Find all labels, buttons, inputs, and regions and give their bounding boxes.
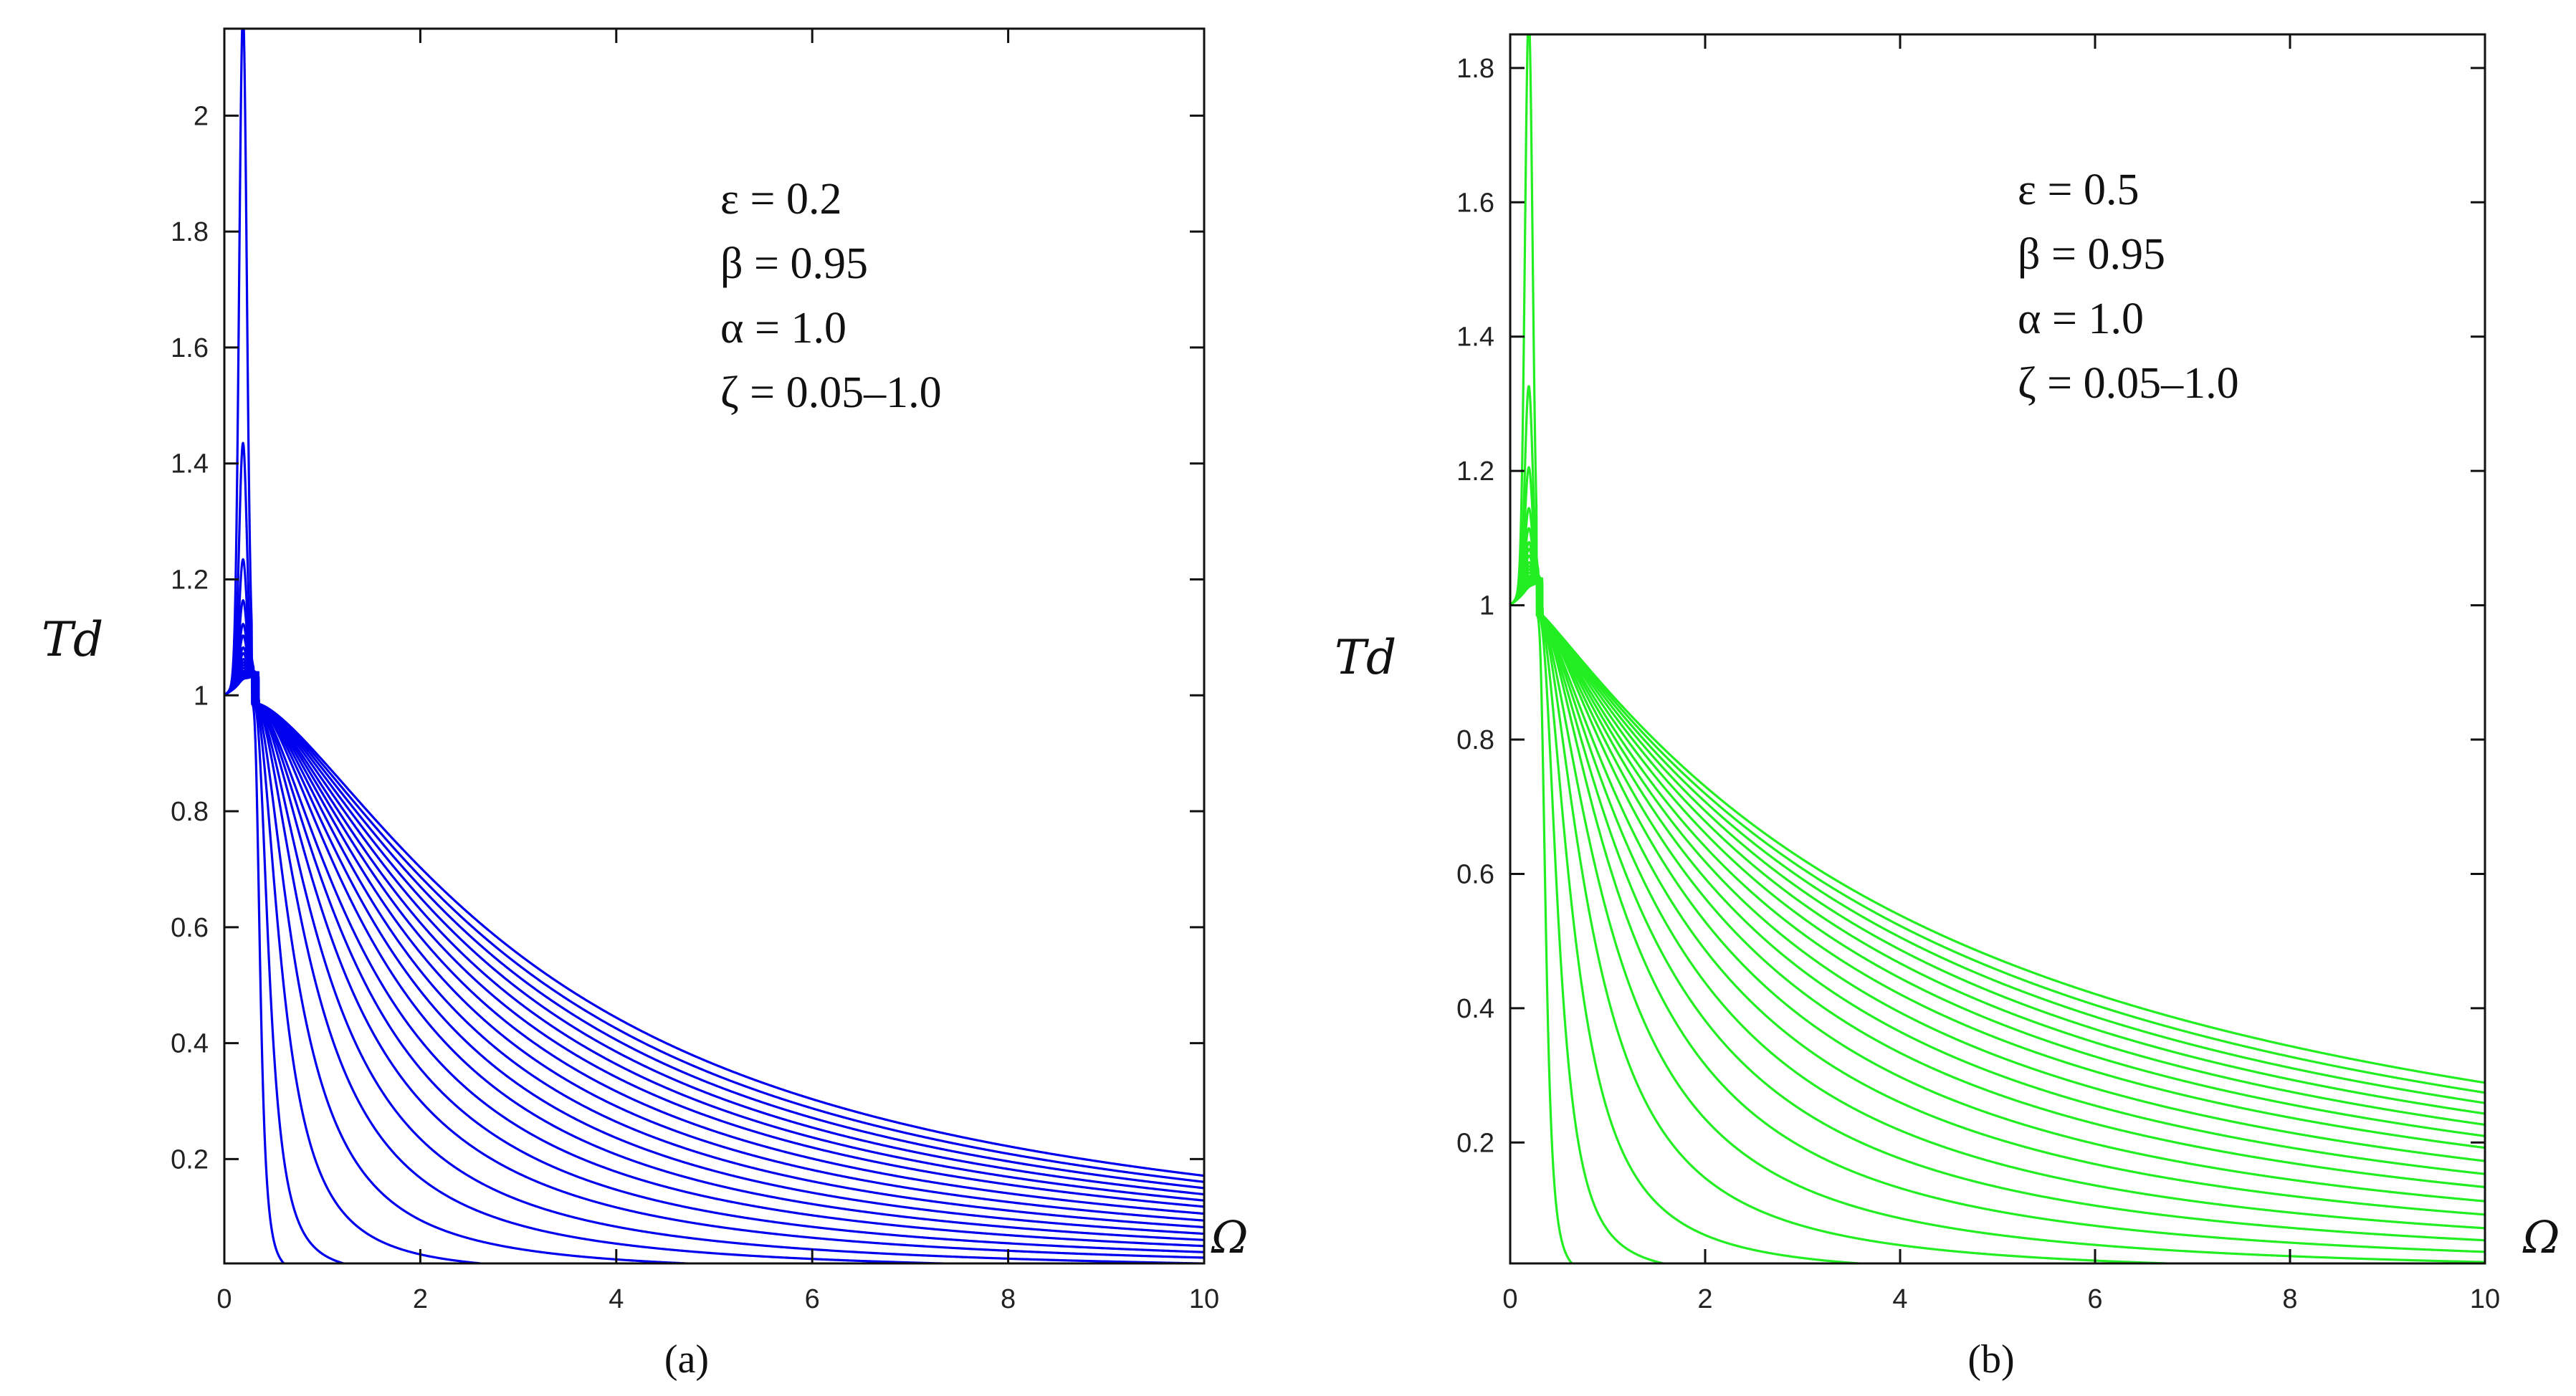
panel-b-ytick-label: 0.2 bbox=[1456, 1128, 1494, 1158]
panel-a-ytick-label: 1.2 bbox=[171, 565, 209, 595]
panel-b-xtick-label: 10 bbox=[2470, 1284, 2500, 1314]
panel-a-series-line-10 bbox=[224, 661, 1204, 1241]
panel-a-series-line-12 bbox=[224, 666, 1204, 1229]
panel-b-ytick-label: 1 bbox=[1479, 591, 1494, 621]
panel-b-series-line-11 bbox=[1510, 568, 2485, 1189]
panel-a-ytick-label: 1.6 bbox=[171, 333, 209, 363]
panel-a-ytick-label: 1.4 bbox=[171, 449, 209, 479]
panel-b-ytick-label: 1.4 bbox=[1456, 322, 1494, 353]
panel-b-ytick-label: 1.8 bbox=[1456, 54, 1494, 84]
panel-b-ytick-label: 0.4 bbox=[1456, 994, 1494, 1024]
panel-b-series-line-6 bbox=[1510, 540, 2485, 1253]
panel-a-ytick-label: 0.8 bbox=[171, 797, 209, 827]
panel-b-series-line-14 bbox=[1510, 575, 2485, 1149]
panel-a-axes-frame bbox=[223, 27, 1206, 1265]
panel-a-series-line-11 bbox=[224, 664, 1204, 1235]
panel-a-series-line-5 bbox=[224, 623, 989, 1263]
panel-b-annotation-beta: β = 0.95 bbox=[2018, 230, 2165, 279]
panel-b-series-line-5 bbox=[1510, 527, 2485, 1263]
panel-b-ytick-label: 1.2 bbox=[1456, 456, 1494, 487]
panel-a-annotation-beta: β = 0.95 bbox=[720, 239, 868, 288]
panel-b-series-line-20 bbox=[1510, 577, 2485, 1084]
panel-a-ytick-label: 1.8 bbox=[171, 217, 209, 247]
panel-b-series-line-8 bbox=[1510, 554, 2485, 1230]
panel-b-xtick-label: 8 bbox=[2282, 1284, 2297, 1314]
panel-a-series-line-3 bbox=[224, 558, 495, 1263]
panel-b-ytick-label: 0.8 bbox=[1456, 725, 1494, 755]
panel-b-series-line-10 bbox=[1510, 565, 2485, 1203]
panel-a-xtick-label: 6 bbox=[805, 1284, 820, 1314]
panel-b-xlabel: Ω bbox=[2522, 1211, 2560, 1263]
panel-a-xlabel: Ω bbox=[1211, 1211, 1248, 1263]
panel-b-curves bbox=[1510, 34, 2485, 1263]
panel-b-xtick-label: 2 bbox=[1697, 1284, 1712, 1314]
panel-b-annotation-zeta: ζ = 0.05–1.0 bbox=[2018, 359, 2239, 408]
panel-a-series-line-2 bbox=[224, 441, 348, 1263]
panel-a-series-line-7 bbox=[224, 646, 1204, 1259]
panel-b-xtick-label: 4 bbox=[1892, 1284, 1907, 1314]
panel-a-ytick-label: 0.6 bbox=[171, 913, 209, 943]
panel-b-annotations: ε = 0.5 β = 0.95 α = 1.0 ζ = 0.05–1.0 bbox=[2018, 166, 2239, 408]
panel-a-annotation-zeta: ζ = 0.05–1.0 bbox=[720, 368, 942, 417]
panel-b-axes-frame bbox=[1509, 33, 2486, 1265]
panel-a-curves bbox=[224, 29, 1204, 1263]
panel-a-ytick-label: 0.2 bbox=[171, 1144, 209, 1175]
panel-a-ytick-label: 0.4 bbox=[171, 1029, 209, 1059]
panel-a-series-line-8 bbox=[224, 652, 1204, 1253]
panel-b-series-line-1 bbox=[1510, 34, 1574, 1263]
panel-a-xtick-label: 2 bbox=[413, 1284, 428, 1314]
panel-a-xtick-label: 4 bbox=[609, 1284, 624, 1314]
panel-b-series-line-3 bbox=[1510, 466, 1876, 1263]
panel-b-label: (b) bbox=[1967, 1337, 2014, 1382]
panel-a-series-line-15 bbox=[224, 671, 1204, 1208]
panel-a-chart: 0 2 4 6 8 10 0.2 0.4 0.6 0.8 1 1.2 1.4 1.6 1.8 2 Td Ω ε… bbox=[42, 27, 1248, 1382]
panel-b-ylabel: Td bbox=[1335, 630, 1396, 685]
panel-a-annotations: ε = 0.2 β = 0.95 α = 1.0 ζ = 0.05–1.0 bbox=[720, 175, 942, 417]
panel-a-xtick-label: 10 bbox=[1189, 1284, 1219, 1314]
panel-b-series-line-4 bbox=[1510, 507, 2204, 1263]
panel-b-series-line-9 bbox=[1510, 560, 2485, 1216]
panel-b-annotation-epsilon: ε = 0.5 bbox=[2018, 166, 2139, 214]
panel-a-ticks: 0 2 4 6 8 10 0.2 0.4 0.6 0.8 1 1.2 1.4 1.6 1.8 2 bbox=[171, 29, 1219, 1314]
panel-a-series-line-4 bbox=[224, 599, 715, 1263]
panel-a-xtick-label: 8 bbox=[1001, 1284, 1016, 1314]
panel-b-chart: 0 2 4 6 8 10 0.2 0.4 0.6 0.8 1 1.2 1.4 1.6 1.8 Td Ω ε … bbox=[1335, 33, 2560, 1382]
panel-a-ytick-label: 1 bbox=[194, 681, 209, 711]
panel-b-ytick-label: 0.6 bbox=[1456, 859, 1494, 889]
panel-b-ytick-label: 1.6 bbox=[1456, 188, 1494, 218]
panel-a-label: (a) bbox=[664, 1337, 709, 1382]
panel-a-series-line-13 bbox=[224, 669, 1204, 1222]
panel-a-annotation-alpha: α = 1.0 bbox=[720, 304, 846, 353]
panel-a-ytick-label: 2 bbox=[194, 101, 209, 131]
panel-a-series-line-20 bbox=[224, 671, 1204, 1177]
panel-a-series-line-9 bbox=[224, 658, 1204, 1248]
panel-b-series-line-7 bbox=[1510, 548, 2485, 1242]
panel-a-annotation-epsilon: ε = 0.2 bbox=[720, 175, 842, 224]
panel-b-xtick-label: 0 bbox=[1502, 1284, 1517, 1314]
panel-b-ticks: 0 2 4 6 8 10 0.2 0.4 0.6 0.8 1 1.2 1.4 1.6 1.8 bbox=[1456, 34, 2500, 1314]
panel-b-annotation-alpha: α = 1.0 bbox=[2018, 295, 2144, 343]
panel-a-xtick-label: 0 bbox=[216, 1284, 232, 1314]
panel-b-xtick-label: 6 bbox=[2087, 1284, 2102, 1314]
panel-b-series-line-2 bbox=[1510, 385, 1669, 1263]
panel-a-series-line-1 bbox=[224, 29, 286, 1263]
panel-a-ylabel: Td bbox=[42, 612, 103, 667]
panel-b-series-line-12 bbox=[1510, 571, 2485, 1175]
panel-a-series-line-6 bbox=[224, 634, 1204, 1263]
